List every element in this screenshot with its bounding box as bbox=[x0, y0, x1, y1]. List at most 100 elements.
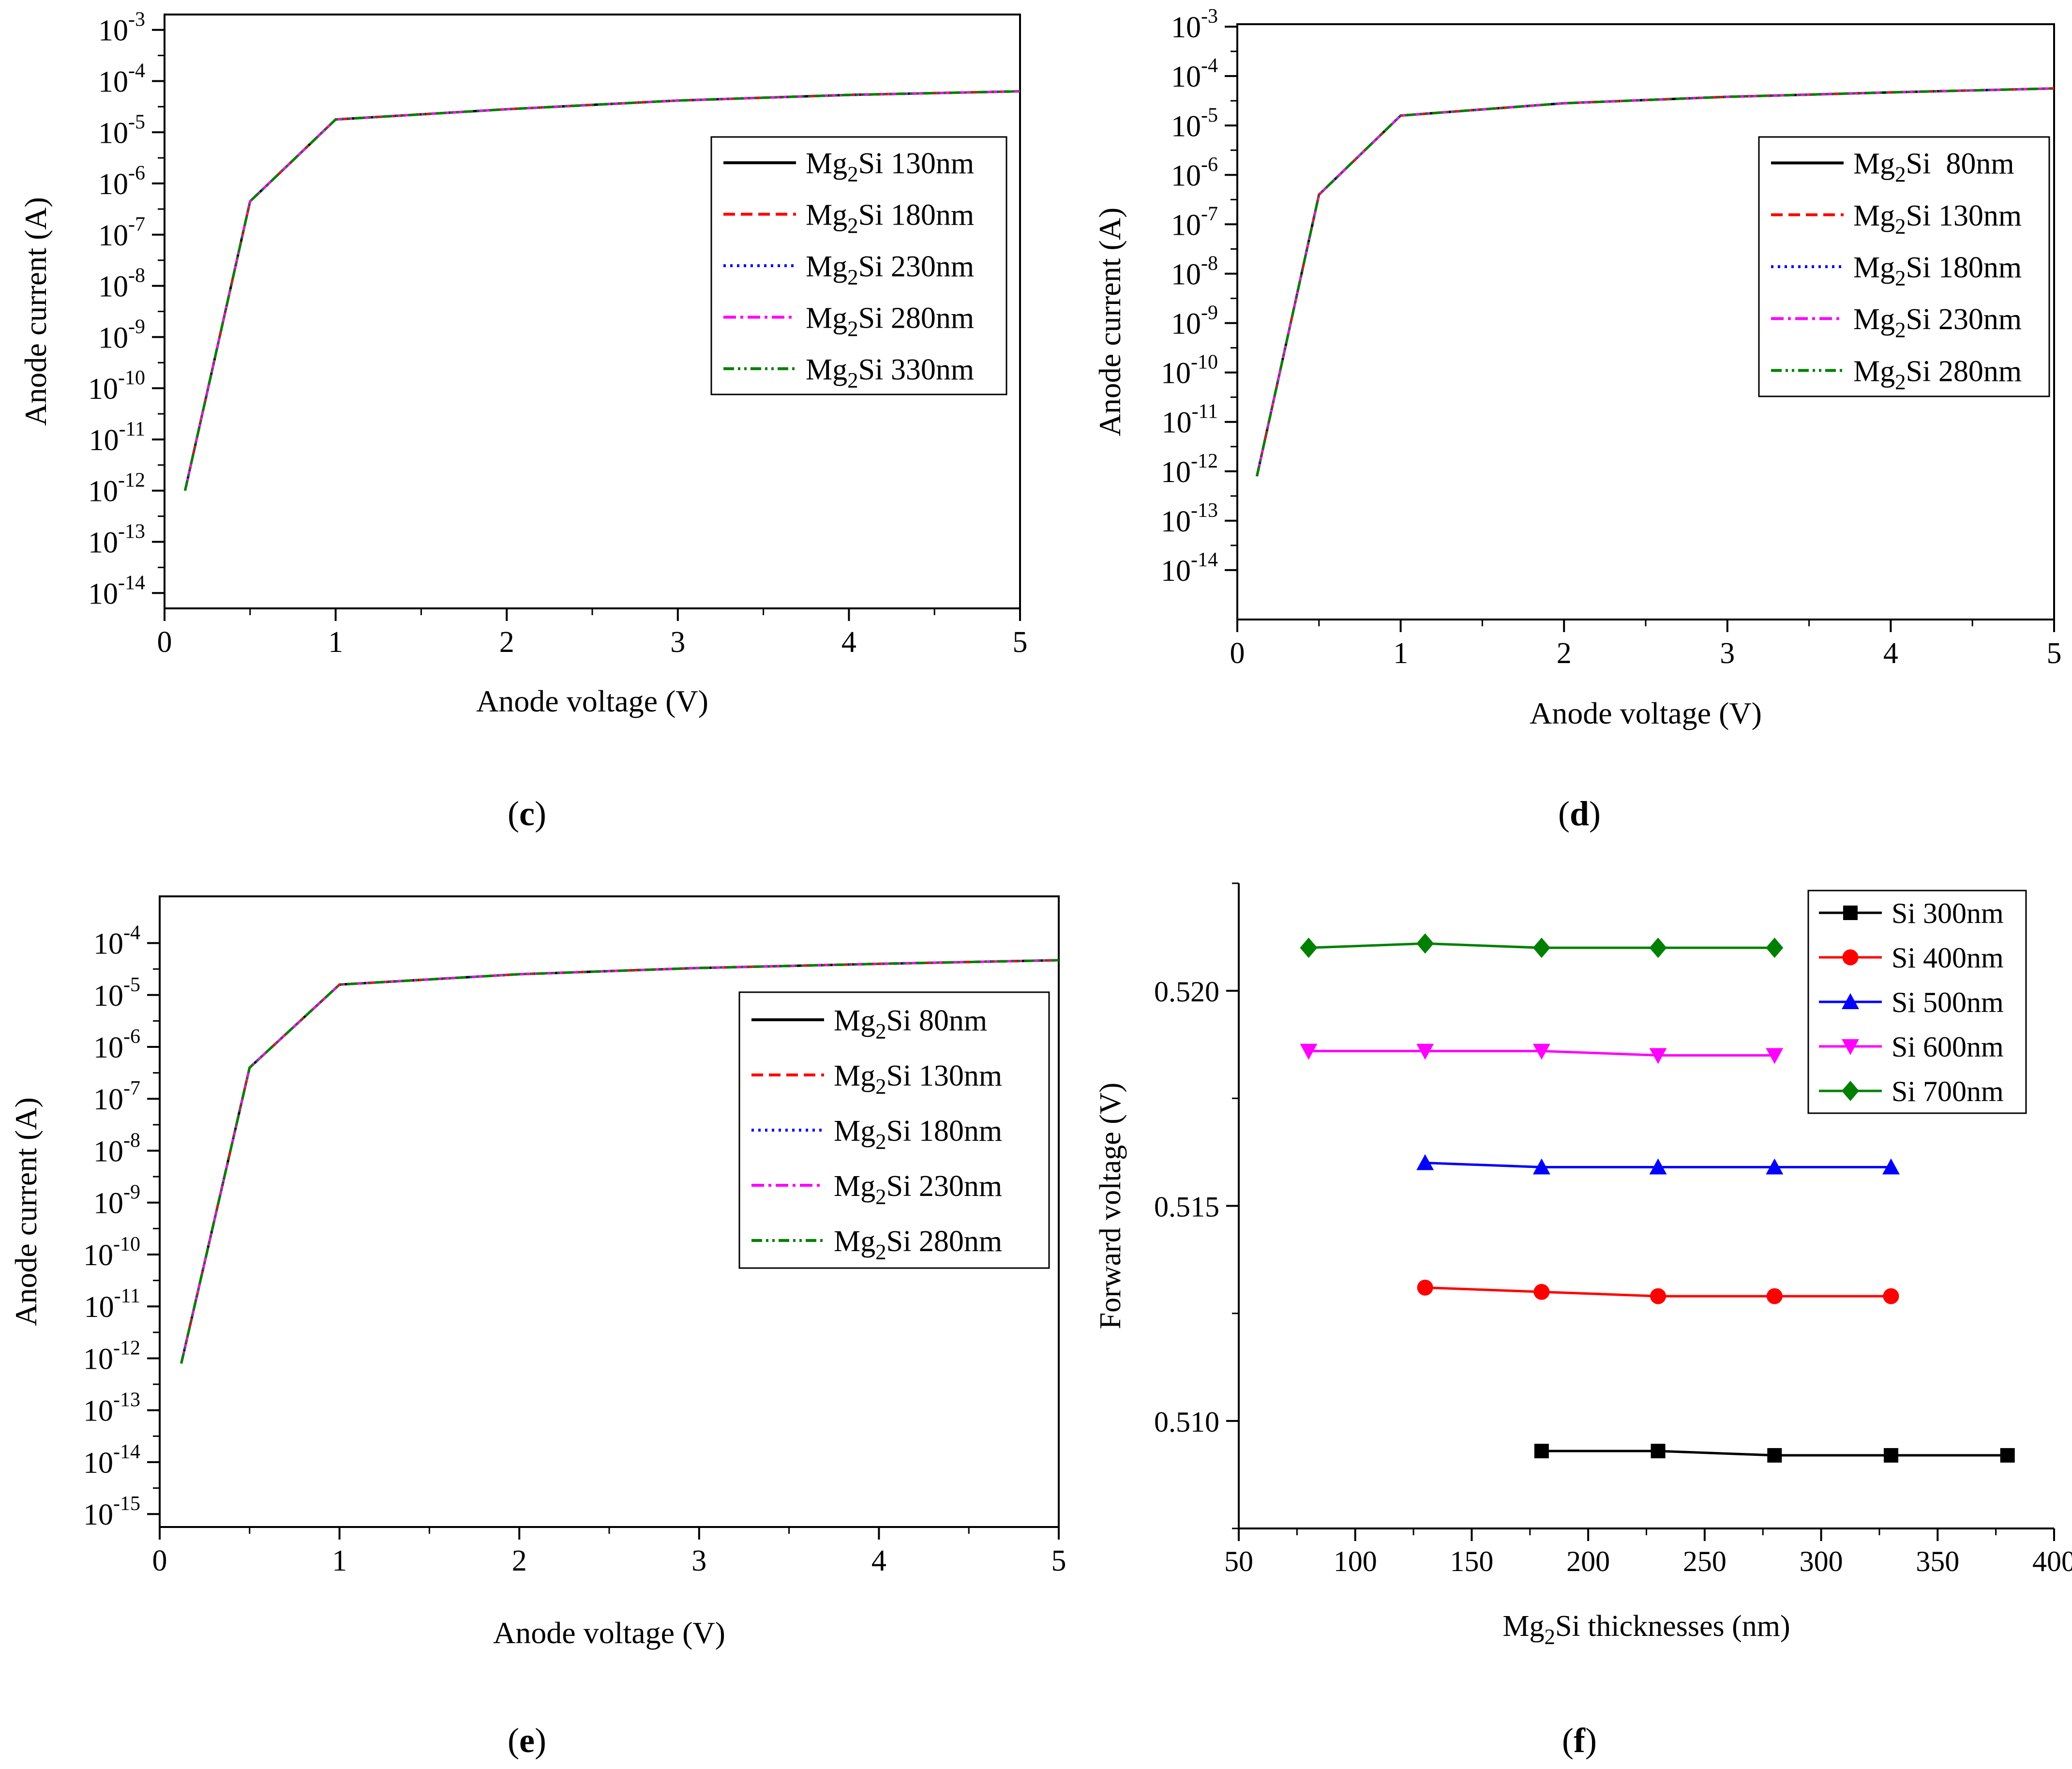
marker-triangle-up bbox=[1532, 1158, 1550, 1175]
legend: Mg2Si 80nm Mg2Si 130nm Mg2Si 180nm Mg2Si 23… bbox=[1758, 136, 2050, 397]
legend-label: Mg2Si 280nm bbox=[806, 302, 974, 341]
x-tick-label: 200 bbox=[1566, 1545, 1610, 1577]
marker-triangle-down bbox=[1649, 1048, 1667, 1064]
y-tick-label: 0.510 bbox=[1154, 1406, 1219, 1438]
panel-f: 50 100 150 200 250 300 350 400 0.510 0.515 0.520 Mg… bbox=[1094, 882, 2072, 1760]
y-tick-label: 10-5 bbox=[98, 111, 145, 150]
legend-box bbox=[710, 136, 1007, 395]
legend-label: Mg2Si 280nm bbox=[834, 1225, 1002, 1264]
y-tick-label: 10-6 bbox=[93, 1026, 140, 1064]
marker-square bbox=[2000, 1448, 2015, 1463]
marker-circle bbox=[1650, 1288, 1667, 1304]
series-line-4 bbox=[1256, 87, 2055, 477]
marker-diamond bbox=[1416, 933, 1434, 954]
panel-label: (d) bbox=[1558, 794, 1601, 833]
marker-square bbox=[1767, 1448, 1782, 1463]
x-tick-label: 2 bbox=[512, 1544, 527, 1577]
y-tick-label: 10-10 bbox=[88, 367, 145, 406]
y-tick-label: 10-7 bbox=[93, 1077, 140, 1116]
y-axis-label: Anode current (A) bbox=[18, 197, 53, 426]
y-tick-label: 10-3 bbox=[1171, 5, 1218, 44]
legend: Mg2Si 80nm Mg2Si 130nm Mg2Si 180nm Mg2Si 23… bbox=[738, 991, 1050, 1269]
y-tick-label: 10-9 bbox=[93, 1181, 140, 1220]
y-tick-label: 10-4 bbox=[98, 60, 145, 99]
y-tick-label: 10-3 bbox=[98, 9, 145, 47]
y-tick-label: 10-8 bbox=[93, 1129, 140, 1168]
y-tick-label: 10-9 bbox=[1171, 302, 1218, 341]
legend-label: Mg2Si 80nm bbox=[1853, 148, 2014, 187]
y-tick-label: 10-9 bbox=[98, 316, 145, 354]
y-tick-label: 10-13 bbox=[83, 1389, 140, 1428]
x-tick-label: 4 bbox=[1883, 637, 1898, 670]
x-tick-label: 250 bbox=[1683, 1545, 1727, 1577]
marker-triangle-up bbox=[1649, 1158, 1667, 1175]
y-tick-label: 10-11 bbox=[89, 418, 145, 457]
marker-triangle-down bbox=[1766, 1048, 1784, 1064]
panel-label: (c) bbox=[508, 794, 546, 833]
marker-triangle-up bbox=[1842, 993, 1859, 1009]
x-tick-label: 350 bbox=[1916, 1545, 1959, 1577]
legend-label: Si 300nm bbox=[1892, 897, 2004, 929]
marker-circle bbox=[1883, 1288, 1899, 1304]
panel-label: (f) bbox=[1562, 1721, 1597, 1760]
marker-square bbox=[1534, 1444, 1549, 1459]
marker-diamond bbox=[1766, 937, 1784, 958]
legend-label: Mg2Si 130nm bbox=[834, 1059, 1002, 1099]
marker-triangle-down bbox=[1532, 1043, 1550, 1060]
y-tick-label: 10-8 bbox=[98, 265, 145, 303]
y-axis-label: Forward voltage (V) bbox=[1094, 1083, 1127, 1330]
legend-label: Mg2Si 80nm bbox=[834, 1004, 987, 1043]
x-tick-label: 150 bbox=[1450, 1545, 1493, 1577]
marker-triangle-down bbox=[1300, 1043, 1318, 1060]
panel-d: 0 1 2 3 4 5 10-14 10-13 10-12 10-11 10-10 10-9 10-8 1… bbox=[1093, 5, 2062, 833]
marker-triangle-down bbox=[1416, 1043, 1434, 1060]
marker-circle bbox=[1766, 1288, 1783, 1304]
y-tick-label: 10-8 bbox=[1171, 252, 1218, 291]
marker-triangle-up bbox=[1416, 1154, 1434, 1170]
x-tick-label: 50 bbox=[1224, 1545, 1253, 1577]
x-tick-label: 300 bbox=[1800, 1545, 1843, 1577]
series-line-5 bbox=[180, 959, 1059, 1364]
series-3 bbox=[1416, 1154, 1900, 1175]
legend-label: Si 400nm bbox=[1892, 942, 2004, 974]
marker-square bbox=[1843, 906, 1858, 920]
y-tick-label: 10-5 bbox=[93, 974, 140, 1013]
legend-label: Si 500nm bbox=[1892, 986, 2004, 1018]
x-axis-label: Anode voltage (V) bbox=[493, 1616, 725, 1650]
y-tick-label: 10-12 bbox=[83, 1337, 140, 1376]
legend-label: Mg2Si 180nm bbox=[1853, 251, 2022, 290]
marker-square bbox=[1651, 1444, 1666, 1459]
y-tick-label: 10-14 bbox=[88, 572, 145, 610]
x-tick-label: 2 bbox=[1557, 637, 1572, 670]
legend-label: Mg2Si 130nm bbox=[1853, 199, 2022, 239]
legend-label: Mg2Si 230nm bbox=[834, 1170, 1002, 1209]
x-tick-label: 1 bbox=[1393, 637, 1408, 670]
legend-label: Mg2Si 330nm bbox=[806, 353, 974, 393]
y-tick-label: 10-6 bbox=[98, 162, 145, 201]
y-tick-label: 10-7 bbox=[1171, 203, 1218, 242]
x-tick-label: 0 bbox=[1230, 637, 1245, 670]
x-tick-label: 5 bbox=[1013, 626, 1028, 659]
x-axis-label: Mg2Si thicknesses (nm) bbox=[1502, 1610, 1790, 1649]
marker-triangle-up bbox=[1882, 1158, 1900, 1175]
x-tick-label: 5 bbox=[2047, 637, 2062, 670]
legend-label: Mg2Si 280nm bbox=[1853, 355, 2022, 394]
marker-triangle-down bbox=[1842, 1039, 1859, 1055]
y-tick-label: 10-14 bbox=[1161, 549, 1218, 588]
x-tick-label: 4 bbox=[841, 626, 856, 659]
panel-label: (e) bbox=[508, 1721, 546, 1760]
series-line-5 bbox=[183, 90, 1021, 491]
marker-circle bbox=[1842, 949, 1859, 966]
legend-label: Si 600nm bbox=[1892, 1031, 2004, 1063]
marker-circle bbox=[1417, 1279, 1433, 1296]
y-axis-label: Anode current (A) bbox=[1093, 208, 1127, 437]
legend-label: Mg2Si 180nm bbox=[806, 199, 974, 238]
y-axis-label: Anode current (A) bbox=[9, 1097, 43, 1326]
y-tick-label: 10-14 bbox=[83, 1441, 140, 1480]
series-5 bbox=[1300, 933, 1784, 958]
x-tick-label: 0 bbox=[152, 1544, 167, 1577]
y-tick-label: 10-7 bbox=[98, 213, 145, 252]
y-tick-label: 10-13 bbox=[1161, 499, 1218, 538]
x-tick-label: 1 bbox=[332, 1544, 347, 1577]
